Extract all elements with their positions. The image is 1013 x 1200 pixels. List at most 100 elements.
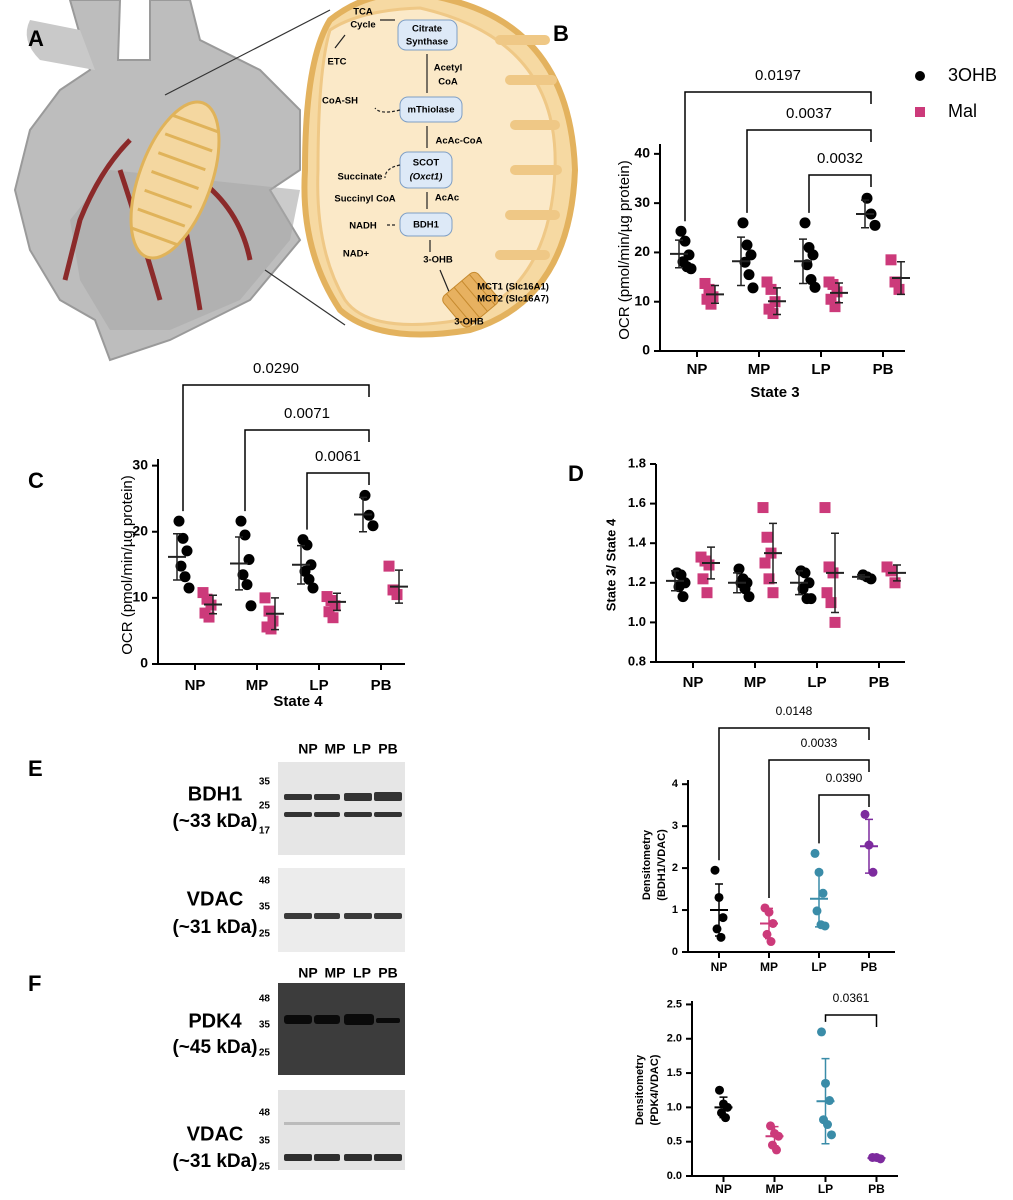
- data-point: [181, 545, 193, 557]
- significance-bracket: [808, 174, 872, 213]
- diagram-label: NADH: [349, 221, 377, 232]
- data-point: [743, 269, 755, 281]
- diagram-label: Citrate: [412, 24, 442, 35]
- y-tick-label: 1.0: [667, 1101, 682, 1113]
- data-point: [237, 569, 249, 581]
- p-value: 0.0071: [284, 405, 330, 422]
- data-point: [715, 1085, 724, 1095]
- diagram-label: AcAc: [435, 193, 459, 204]
- x-tick-label: MP: [748, 361, 771, 378]
- x-tick-label: NP: [683, 674, 704, 691]
- p-value: 0.0061: [315, 448, 361, 465]
- data-point: [697, 573, 709, 585]
- data-point: [821, 587, 833, 599]
- heart-illustration: [13, 0, 346, 362]
- diagram-label: MCT2 (Slc16A7): [477, 294, 549, 305]
- x-tick-label: PB: [869, 674, 890, 691]
- western-blots: [278, 762, 405, 1170]
- lane-label: PB: [378, 741, 397, 757]
- data-point: [823, 1120, 832, 1130]
- y-tick-label: 0: [642, 342, 650, 358]
- diagram-label: TCA: [353, 7, 373, 18]
- protein-size: (~31 kDa): [172, 1151, 257, 1172]
- y-tick-label: 1.2: [628, 574, 646, 589]
- y-tick-label: 1.4: [628, 535, 647, 550]
- p-value: 0.0361: [833, 991, 870, 1005]
- y-axis-title: Densitometry: [641, 829, 653, 900]
- x-tick-label: NP: [687, 361, 708, 378]
- data-point: [763, 573, 775, 585]
- lane-label: LP: [353, 741, 371, 757]
- diagram-label: ETC: [328, 57, 347, 68]
- size-marker: 48: [259, 876, 271, 887]
- y-tick-label: 0.8: [628, 653, 646, 668]
- data-point: [263, 605, 275, 617]
- data-point: [359, 489, 371, 501]
- diagram-label: Cycle: [350, 20, 375, 31]
- diagram-label: NAD+: [343, 249, 370, 260]
- panel-label: C: [28, 468, 44, 493]
- data-point: [820, 921, 830, 931]
- data-point: [716, 932, 726, 942]
- data-point: [175, 560, 187, 572]
- data-point: [799, 217, 811, 229]
- lane-label: PB: [378, 965, 397, 981]
- y-tick-label: 40: [634, 145, 650, 161]
- panel-label: D: [568, 461, 584, 486]
- y-tick-label: 1: [672, 904, 678, 916]
- data-point: [201, 593, 213, 605]
- data-point: [718, 913, 728, 923]
- data-point: [819, 502, 831, 514]
- data-point: [677, 591, 689, 603]
- x-tick-label: LP: [811, 960, 826, 974]
- p-value: 0.0037: [786, 105, 832, 122]
- data-point: [391, 589, 403, 601]
- data-point: [703, 283, 715, 295]
- y-tick-label: 10: [132, 589, 148, 605]
- data-point: [743, 591, 755, 603]
- diagram-label: SCOT: [413, 158, 440, 169]
- data-point: [679, 235, 691, 247]
- p-value: 0.0148: [776, 704, 813, 718]
- y-tick-label: 2.0: [667, 1033, 682, 1045]
- data-point: [829, 616, 841, 628]
- diagram-label: mThiolase: [408, 105, 455, 116]
- data-point: [893, 283, 905, 295]
- data-point: [259, 592, 271, 604]
- data-point: [829, 301, 841, 313]
- data-point: [747, 282, 759, 294]
- data-point: [327, 612, 339, 624]
- size-marker: 25: [259, 929, 271, 940]
- data-point: [737, 217, 749, 229]
- size-marker: 48: [259, 1108, 271, 1119]
- y-tick-label: 1.0: [628, 614, 646, 629]
- significance-bracket: [718, 727, 870, 861]
- protein-size: (~33 kDa): [172, 811, 257, 832]
- size-marker: 48: [259, 994, 271, 1005]
- size-marker: 35: [259, 777, 271, 788]
- data-point: [772, 1145, 781, 1155]
- y-tick-label: 0.0: [667, 1170, 682, 1182]
- data-point: [761, 531, 773, 543]
- significance-bracket: [684, 91, 872, 222]
- x-tick-label: PB: [371, 677, 392, 694]
- data-point: [757, 502, 769, 514]
- x-tick-label: MP: [744, 674, 767, 691]
- y-tick-label: 2: [672, 862, 678, 874]
- data-point: [323, 606, 335, 618]
- y-tick-label: 30: [132, 456, 148, 472]
- x-tick-label: PB: [873, 361, 894, 378]
- x-tick-label: MP: [246, 677, 269, 694]
- data-point: [267, 615, 279, 627]
- data-point: [805, 593, 817, 605]
- data-point: [741, 239, 753, 251]
- data-point: [699, 277, 711, 289]
- x-axis-title: State 4: [273, 693, 323, 710]
- lane-label: NP: [298, 741, 317, 757]
- x-tick-label: LP: [818, 1182, 833, 1196]
- data-point: [673, 581, 685, 593]
- significance-bracket: [306, 472, 370, 530]
- data-point: [733, 563, 745, 575]
- protein-size: (~31 kDa): [172, 917, 257, 938]
